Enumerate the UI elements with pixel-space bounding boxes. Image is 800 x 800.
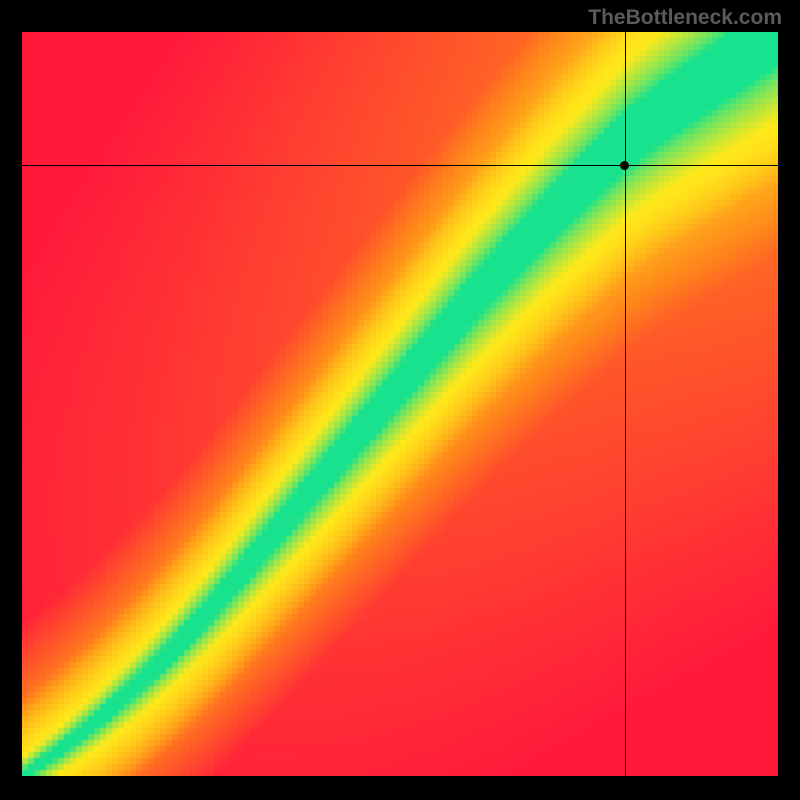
crosshair-marker [620, 161, 629, 170]
heatmap-plot [22, 32, 778, 776]
watermark-text: TheBottleneck.com [588, 6, 782, 30]
crosshair-horizontal [22, 165, 778, 166]
crosshair-vertical [625, 32, 626, 776]
heatmap-canvas [22, 32, 778, 776]
